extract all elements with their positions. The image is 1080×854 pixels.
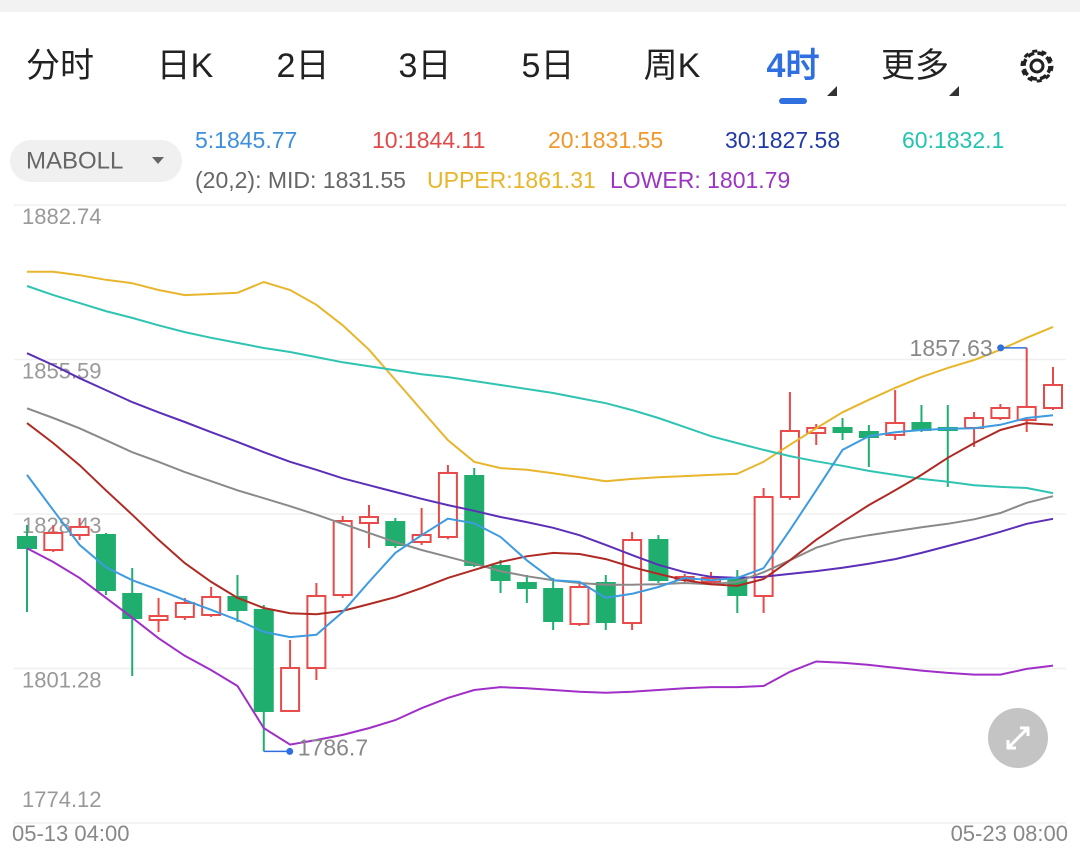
tab[interactable]: 2日 [277, 47, 330, 85]
boll-legend: LOWER: 1801.79 [610, 167, 790, 193]
candle-body [990, 407, 1011, 420]
candle-body [595, 582, 616, 623]
indicator-line [27, 270, 1054, 483]
x-tick-label: 05-13 04:00 [12, 821, 129, 846]
x-tick-label: 05-23 08:00 [951, 821, 1068, 846]
candle-body [622, 539, 643, 625]
candle-body [464, 474, 485, 566]
tab[interactable]: 更多 [881, 47, 949, 85]
tab[interactable]: 5日 [522, 47, 575, 85]
candle-body [17, 535, 37, 550]
candle-body [832, 426, 853, 434]
min-marker-dot [286, 747, 294, 755]
max-label: 1857.63 [910, 335, 993, 361]
y-tick-label: 1774.12 [22, 787, 102, 812]
tab[interactable]: 3日 [399, 47, 452, 85]
expand-button[interactable] [988, 708, 1048, 768]
indicator-menu[interactable]: MABOLL [10, 140, 182, 182]
candle-body [648, 539, 669, 581]
status-strip [0, 0, 1080, 12]
settings-icon[interactable] [1020, 49, 1054, 83]
tab-bar: 分时 日K 2日 3日 5日 周K 4时 更多 [26, 47, 959, 104]
ma-legend: 30:1827.58 [725, 127, 840, 153]
indicator-line [26, 285, 1054, 495]
plot: 1882.741855.591828.431801.281774.1205-13… [12, 204, 1068, 846]
indicator-line [26, 547, 1054, 746]
legend: 5:1845.77 10:1844.11 20:1831.55 30:1827.58 6… [195, 127, 1004, 193]
max-marker-dot [997, 344, 1005, 352]
indicator-line [26, 407, 1054, 586]
ma-legend: 5:1845.77 [195, 127, 297, 153]
boll-legend: UPPER:1861.31 [427, 167, 596, 193]
candle-body [1043, 384, 1063, 410]
tab[interactable]: 4时 [767, 47, 820, 85]
tab-indicator [779, 98, 807, 104]
candle-body [385, 521, 406, 547]
tab[interactable]: 分时 [26, 47, 94, 85]
y-tick-label: 1855.59 [22, 358, 102, 383]
candle-body [253, 608, 274, 712]
candle-body [122, 592, 143, 620]
tab-caret [827, 86, 837, 96]
ma-legend: 20:1831.55 [548, 127, 663, 153]
y-tick-label: 1882.74 [22, 204, 102, 229]
tab[interactable]: 日K [157, 47, 214, 85]
candle-body [69, 525, 90, 536]
candle-body [516, 582, 537, 590]
min-label: 1786.7 [298, 735, 368, 761]
boll-legend: (20,2): MID: 1831.55 [195, 167, 406, 193]
ma-legend: 10:1844.11 [372, 127, 485, 153]
y-tick-label: 1801.28 [22, 667, 102, 692]
indicator-line [26, 352, 1054, 579]
indicator-menu-label[interactable]: MABOLL [26, 147, 123, 174]
candle-body [95, 533, 116, 592]
tab[interactable]: 周K [644, 47, 701, 85]
candle-body [306, 594, 327, 670]
candle-body [569, 585, 590, 625]
candle-body [543, 587, 564, 623]
candle-body [43, 532, 64, 552]
indicator-line [26, 414, 1054, 639]
indicator-line [26, 422, 1054, 616]
candle-body [148, 615, 169, 621]
tab-caret [949, 86, 959, 96]
ma-legend: 60:1832.1 [902, 127, 1004, 153]
candle-body [359, 516, 379, 524]
candle-body [885, 422, 906, 436]
candle-body [280, 667, 301, 712]
candle-body [174, 601, 195, 618]
candle-body [227, 596, 248, 611]
candle-body [332, 519, 353, 597]
